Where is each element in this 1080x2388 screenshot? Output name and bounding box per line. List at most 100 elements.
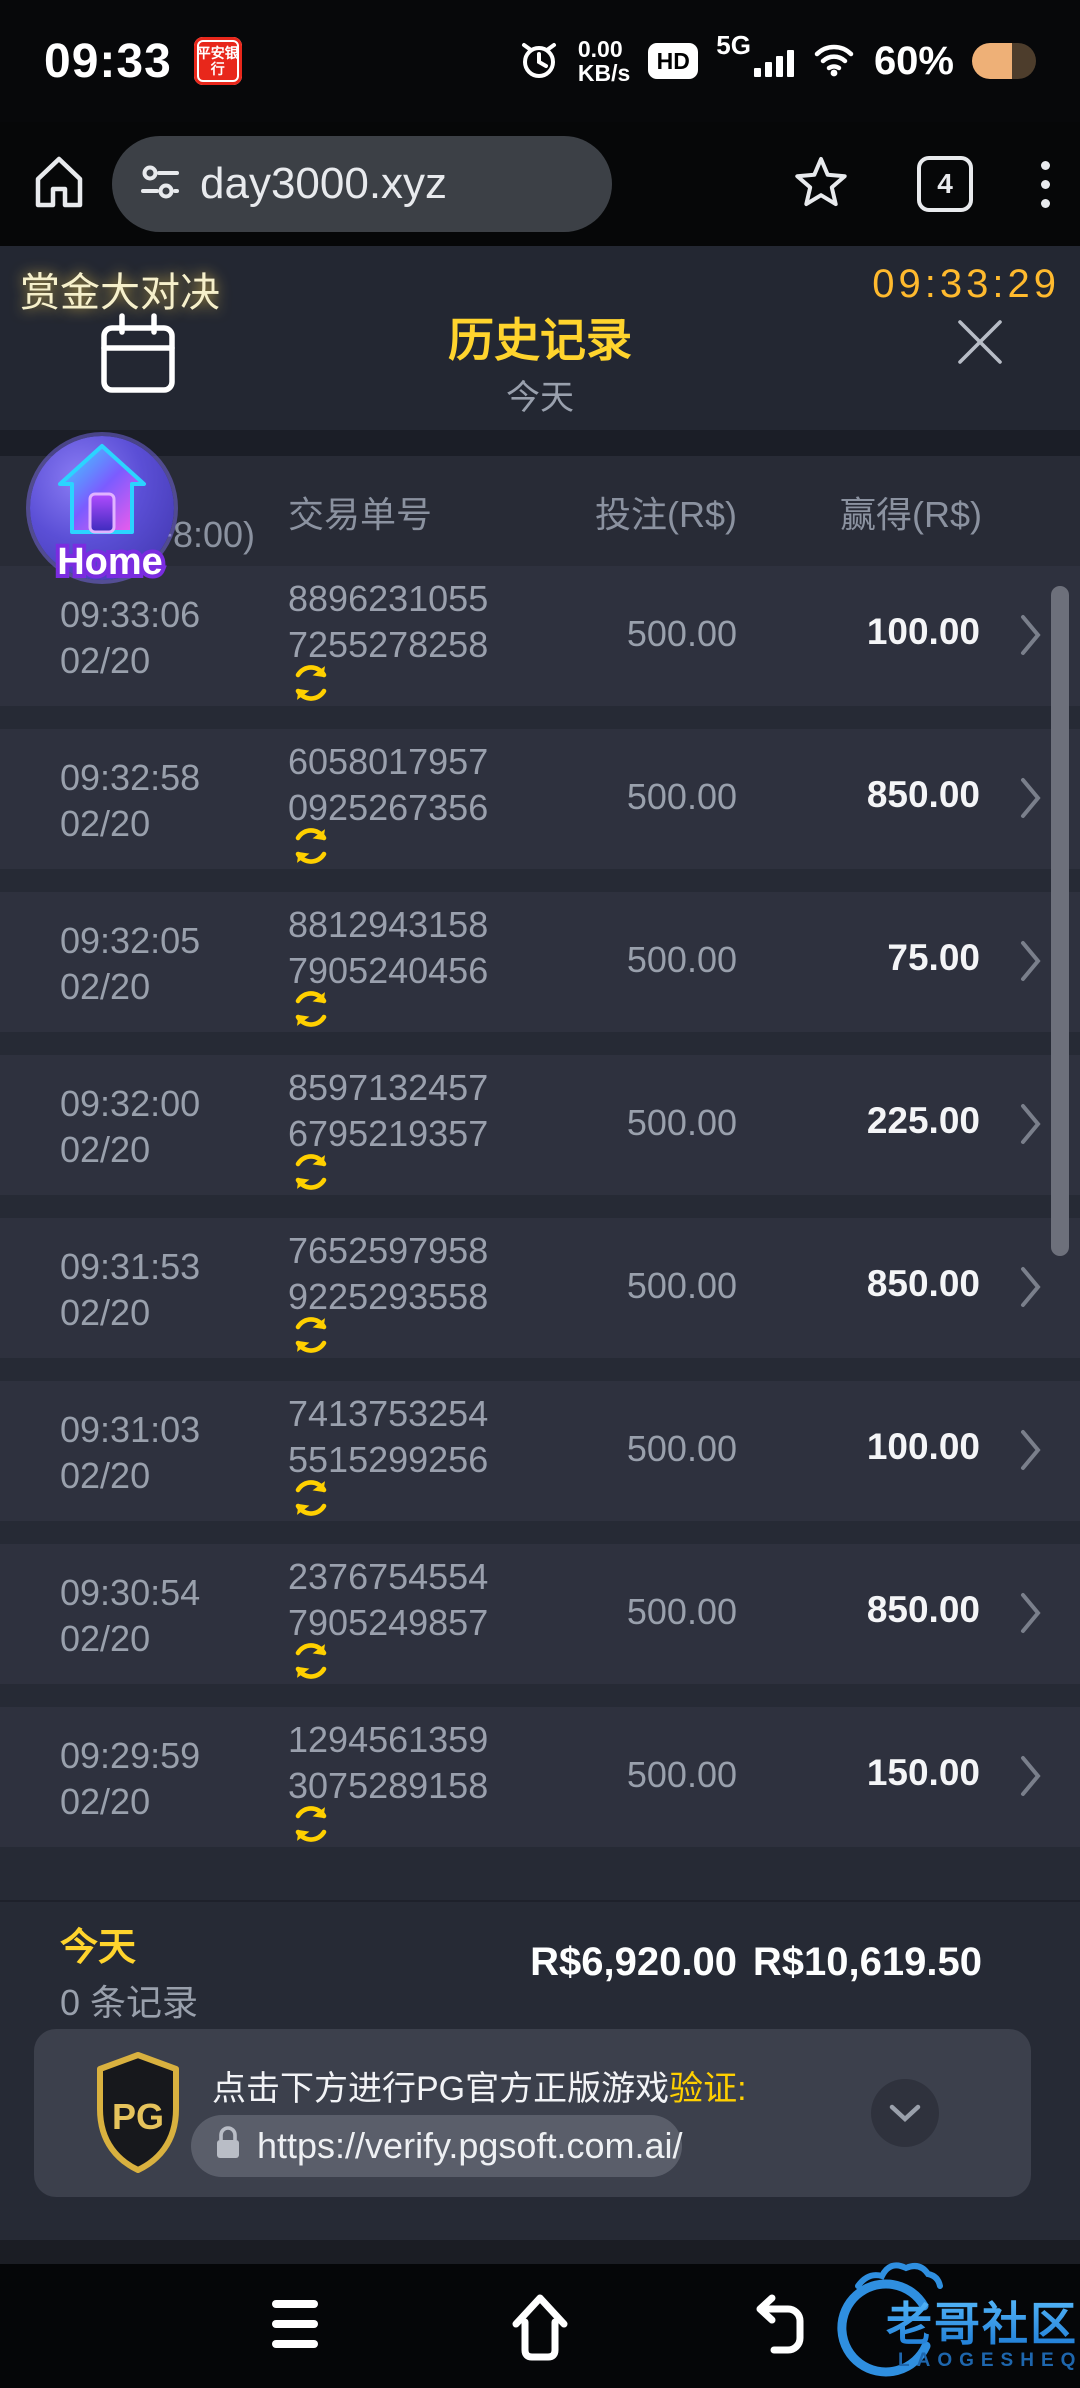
row-win: 850.00 — [866, 1589, 980, 1630]
row-bet: 500.00 — [626, 1754, 737, 1795]
pg-text-yellow: 验证: — [669, 2070, 747, 2108]
speed-unit: KB/s — [577, 60, 631, 86]
row-win: 100.00 — [866, 611, 980, 652]
browser-menu-icon[interactable] — [1041, 160, 1050, 208]
collapse-circle[interactable] — [871, 2079, 939, 2147]
network-speed: 0.00 KB/s — [578, 37, 630, 85]
chevron-right-icon[interactable] — [1020, 1592, 1042, 1639]
txn-id-line2: 3075289158 — [288, 1765, 489, 1806]
refresh-icon[interactable] — [288, 823, 334, 874]
txn-id-line2: 7905249857 — [288, 1602, 489, 1643]
nav-home-icon[interactable] — [508, 2288, 572, 2369]
refresh-icon[interactable] — [288, 660, 334, 711]
pg-verify-card[interactable]: PG 点击下方进行PG官方正版游戏验证: https://verify.pgso… — [34, 2029, 1031, 2197]
signal-icon: 5G — [716, 30, 794, 77]
alarm-icon — [518, 37, 560, 86]
txn-id-line2: 7255278258 — [288, 624, 489, 665]
navigation-bar: 老哥社区 LAOGESHEQU — [0, 2262, 1080, 2388]
refresh-icon[interactable] — [288, 1312, 334, 1363]
row-date-value: 02/20 — [60, 966, 151, 1007]
speed-value: 0.00 — [577, 35, 623, 62]
row-bet: 500.00 — [626, 939, 737, 980]
url-text[interactable]: day3000.xyz — [200, 159, 448, 208]
row-date-value: 02/20 — [60, 1618, 151, 1659]
watermark-en-text: LAOGESHEQU — [898, 2350, 1080, 2371]
header-clock: 09:33:29 — [872, 262, 1060, 306]
menu-icon[interactable] — [272, 2300, 318, 2348]
battery-icon — [972, 43, 1036, 79]
row-transaction-id: 7413753254 5515299256 — [288, 1391, 488, 1483]
bookmark-star-icon[interactable] — [793, 155, 849, 214]
bottom-strip — [0, 2240, 1080, 2264]
row-bet: 500.00 — [626, 1591, 737, 1632]
game-title: 赏金大对决 — [20, 271, 220, 315]
calendar-icon[interactable] — [96, 310, 180, 403]
chevron-right-icon[interactable] — [1020, 940, 1042, 987]
pg-verify-url-pill[interactable]: https://verify.pgsoft.com.ai/ — [191, 2115, 683, 2177]
history-row[interactable]: 09:31:53 02/20 7652597958 9225293558 500.0… — [0, 1218, 1080, 1358]
pg-verify-url[interactable]: https://verify.pgsoft.com.ai/ — [257, 2125, 683, 2166]
history-row[interactable]: 09:32:05 02/20 8812943158 7905240456 500.0… — [0, 892, 1080, 1032]
summary-total-bet: R$6,920.00 — [530, 1940, 737, 1984]
txn-id-line1: 6058017957 — [288, 741, 489, 782]
row-time-value: 09:33:06 — [60, 594, 201, 635]
hd-icon: HD — [648, 43, 699, 79]
row-date-value: 02/20 — [60, 1455, 151, 1496]
row-time-value: 09:30:54 — [60, 1572, 201, 1613]
column-transaction: 交易单号 — [288, 494, 433, 535]
history-list: 09:33:06 02/20 8896231055 7255278258 500.0… — [0, 566, 1080, 1870]
txn-id-line1: 8812943158 — [288, 904, 489, 945]
page-subtitle: 今天 — [506, 379, 574, 417]
row-win: 150.00 — [866, 1752, 980, 1793]
lock-icon — [213, 2124, 243, 2169]
page-header: 赏金大对决 09:33:29 历史记录 今天 — [0, 246, 1080, 430]
chevron-right-icon[interactable] — [1020, 614, 1042, 661]
home-floating-button[interactable]: Home — [30, 436, 174, 587]
row-bet: 500.00 — [626, 613, 737, 654]
tab-count-button[interactable]: 4 — [917, 156, 973, 212]
row-date-value: 02/20 — [60, 803, 151, 844]
chevron-right-icon[interactable] — [1020, 1266, 1042, 1313]
scrollbar-thumb[interactable] — [1051, 586, 1069, 1256]
refresh-icon[interactable] — [288, 986, 334, 1037]
txn-id-line2: 7905240456 — [288, 950, 489, 991]
summary-total-win: R$10,619.50 — [752, 1940, 982, 1984]
watermark-cn-text: 老哥社区 — [886, 2288, 1078, 2354]
txn-id-line1: 7652597958 — [288, 1230, 489, 1271]
row-time: 09:32:58 02/20 — [60, 755, 200, 847]
row-date-value: 02/20 — [60, 1292, 151, 1333]
browser-home-icon[interactable] — [30, 151, 88, 218]
browser-toolbar: day3000.xyz 4 — [0, 122, 1080, 246]
history-row[interactable]: 09:30:54 02/20 2376754554 7905249857 500.0… — [0, 1544, 1080, 1684]
row-date-value: 02/20 — [60, 1781, 151, 1822]
txn-id-line2: 0925267356 — [288, 787, 489, 828]
community-watermark-logo: 老哥社区 LAOGESHEQU — [828, 2254, 1080, 2388]
chevron-right-icon[interactable] — [1020, 777, 1042, 824]
row-bet: 500.00 — [626, 1428, 737, 1469]
nav-back-icon[interactable] — [752, 2294, 808, 2363]
refresh-icon[interactable] — [288, 1475, 334, 1526]
row-win: 100.00 — [866, 1426, 980, 1467]
chevron-right-icon[interactable] — [1020, 1103, 1042, 1150]
url-bar[interactable]: day3000.xyz — [112, 136, 612, 232]
history-row[interactable]: 09:33:06 02/20 8896231055 7255278258 500.0… — [0, 566, 1080, 706]
history-row[interactable]: 09:29:59 02/20 1294561359 3075289158 500.0… — [0, 1707, 1080, 1847]
chevron-right-icon[interactable] — [1020, 1755, 1042, 1802]
row-date-value: 02/20 — [60, 640, 151, 681]
chevron-right-icon[interactable] — [1020, 1429, 1042, 1476]
summary-period: 今天 — [60, 1927, 137, 1969]
history-row[interactable]: 09:32:58 02/20 6058017957 0925267356 500.0… — [0, 729, 1080, 869]
txn-id-line2: 6795219357 — [288, 1113, 489, 1154]
site-settings-icon[interactable] — [138, 160, 182, 209]
refresh-icon[interactable] — [288, 1149, 334, 1200]
row-bet: 500.00 — [626, 1265, 737, 1306]
refresh-icon[interactable] — [288, 1801, 334, 1852]
toolbar-actions: 4 — [793, 155, 1050, 214]
row-transaction-id: 7652597958 9225293558 — [288, 1228, 488, 1320]
row-transaction-id: 8896231055 7255278258 — [288, 576, 488, 668]
refresh-icon[interactable] — [288, 1638, 334, 1689]
close-icon[interactable] — [950, 312, 1010, 377]
history-row[interactable]: 09:31:03 02/20 7413753254 5515299256 500.0… — [0, 1381, 1080, 1521]
history-row[interactable]: 09:32:00 02/20 8597132457 6795219357 500.0… — [0, 1055, 1080, 1195]
